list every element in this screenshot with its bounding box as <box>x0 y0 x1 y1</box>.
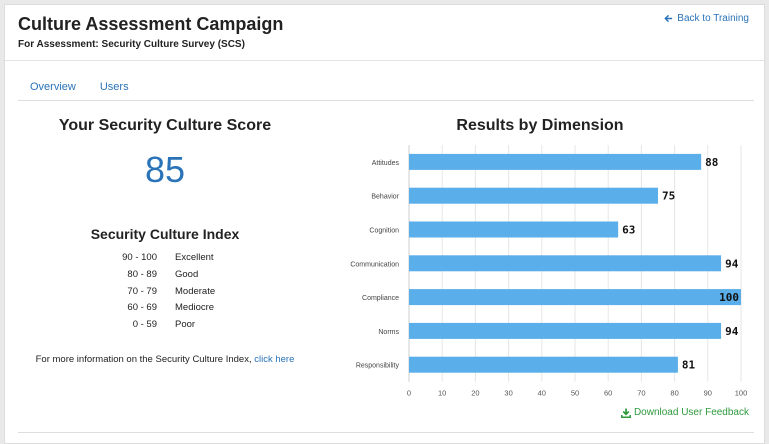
more-info-text: For more information on the Security Cul… <box>5 354 325 365</box>
download-label: Download User Feedback <box>633 407 749 418</box>
bar-attitudes <box>409 153 702 170</box>
page-subtitle: For Assessment: Security Culture Survey … <box>18 39 245 50</box>
tab-bar: Overview Users <box>18 79 754 101</box>
bar-compliance <box>409 289 741 306</box>
download-feedback-link[interactable]: Download User Feedback <box>620 407 749 418</box>
data-label: 81 <box>682 359 696 372</box>
score-title: Your Security Culture Score <box>58 117 272 134</box>
index-range: 80 - 89 <box>127 268 157 280</box>
x-tick-label: 20 <box>471 389 479 398</box>
index-row: 70 - 79 Moderate <box>105 286 215 303</box>
page-title: Culture Assessment Campaign <box>18 14 284 34</box>
click-here-link[interactable]: click here <box>254 354 295 365</box>
index-label: Poor <box>175 319 196 331</box>
more-info-label: For more information on the Security Cul… <box>35 354 252 365</box>
bar-responsibility <box>409 356 678 373</box>
dimension-bar-chart: 0 10 20 30 40 50 60 70 80 90 100 Attitudes 88 Behavio… <box>350 145 748 398</box>
index-row: 90 - 100 Excellent <box>105 252 215 269</box>
category-label: Behavior <box>371 194 399 201</box>
category-label: Responsibility <box>356 363 400 370</box>
index-label: Mediocre <box>175 302 215 314</box>
data-label: 63 <box>622 224 635 237</box>
data-label: 100 <box>719 291 739 304</box>
footer-divider <box>18 432 754 433</box>
back-link-label: Back to Training <box>677 13 749 24</box>
back-to-training-link[interactable]: Back to Training <box>664 13 749 24</box>
page-header: Culture Assessment Campaign For Assessme… <box>5 5 764 61</box>
tab-overview[interactable]: Overview <box>30 81 76 93</box>
x-tick-label: 50 <box>571 389 579 398</box>
x-tick-label: 100 <box>735 389 748 398</box>
x-tick-label: 60 <box>604 389 612 398</box>
bar-cognition <box>409 221 619 238</box>
score-value: 85 <box>144 149 186 190</box>
campaign-panel: Culture Assessment Campaign For Assessme… <box>4 4 765 444</box>
index-row: 60 - 69 Mediocre <box>105 302 215 319</box>
index-range: 0 - 59 <box>132 319 157 331</box>
x-tick-label: 40 <box>538 389 546 398</box>
bar-norms <box>409 322 722 339</box>
download-icon <box>620 408 631 418</box>
x-tick-label: 80 <box>670 389 678 398</box>
index-range: 90 - 100 <box>122 252 157 263</box>
index-label: Moderate <box>175 285 216 297</box>
index-row: 0 - 59 Poor <box>105 319 215 336</box>
x-tick-label: 70 <box>637 389 645 398</box>
category-label: Communication <box>350 261 399 268</box>
x-tick-label: 0 <box>407 389 411 398</box>
data-label: 94 <box>725 257 739 270</box>
index-label: Excellent <box>175 252 214 263</box>
category-label: Compliance <box>362 295 399 302</box>
category-label: Norms <box>378 329 399 336</box>
bar-behavior <box>409 187 658 204</box>
index-range: 60 - 69 <box>127 302 157 314</box>
data-label: 94 <box>725 325 739 338</box>
x-tick-label: 10 <box>438 389 446 398</box>
index-row: 80 - 89 Good <box>105 269 215 286</box>
chart-title: Results by Dimension <box>456 117 624 134</box>
x-tick-label: 90 <box>704 389 712 398</box>
tab-users[interactable]: Users <box>99 81 129 93</box>
data-label: 88 <box>705 156 718 169</box>
index-label: Good <box>175 268 199 280</box>
data-label: 75 <box>662 190 675 203</box>
arrow-left-icon <box>664 14 673 23</box>
x-tick-label: 30 <box>504 389 512 398</box>
index-title: Security Culture Index <box>90 226 240 242</box>
index-range: 70 - 79 <box>127 285 157 297</box>
bar-communication <box>409 255 722 272</box>
category-label: Attitudes <box>372 160 400 167</box>
category-label: Cognition <box>369 228 399 235</box>
index-table: 90 - 100 Excellent 80 - 89 Good 70 - 79 … <box>105 252 215 336</box>
